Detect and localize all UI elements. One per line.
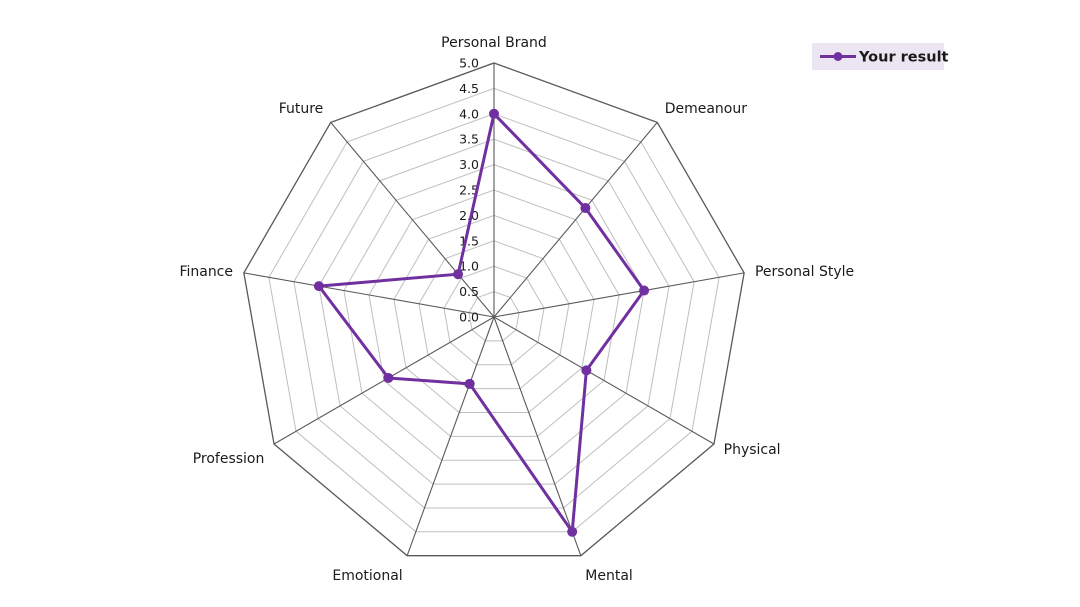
legend: Your result <box>812 43 949 70</box>
category-label: Emotional <box>332 568 402 584</box>
tick-label: 4.5 <box>459 81 479 96</box>
series-point <box>567 526 578 537</box>
series-point <box>464 378 475 389</box>
tick-label: 4.0 <box>459 106 479 121</box>
category-label: Demeanour <box>665 101 748 117</box>
series-point <box>580 203 591 214</box>
series-layer <box>313 108 650 537</box>
category-label: Finance <box>179 264 233 280</box>
tick-label: 0.0 <box>459 310 479 325</box>
series-point <box>313 281 324 292</box>
category-label: Physical <box>724 442 781 458</box>
grid-ring <box>293 113 695 509</box>
tick-label: 2.5 <box>459 183 479 198</box>
axis-spoke <box>493 316 715 445</box>
series-point <box>581 365 592 376</box>
radar-spokes <box>243 63 745 556</box>
radar-grid <box>243 62 745 557</box>
tick-label: 0.5 <box>459 284 479 299</box>
category-label: Profession <box>193 451 265 467</box>
grid-ring <box>318 138 670 485</box>
series-point <box>489 108 499 119</box>
axis-spoke <box>493 122 658 318</box>
series-line <box>317 112 646 534</box>
axis-spoke <box>273 316 495 445</box>
axis-spoke <box>493 272 745 318</box>
axis-spoke <box>330 122 495 318</box>
grid-ring <box>468 291 520 342</box>
category-label: Personal Style <box>755 264 854 280</box>
category-label: Personal Brand <box>441 35 547 51</box>
grid-ring <box>418 240 570 390</box>
legend-series-label: Your result <box>858 50 949 66</box>
grid-ring <box>343 164 645 461</box>
axis-spoke <box>406 316 495 556</box>
grid-ring <box>368 189 620 437</box>
category-label: Mental <box>585 568 633 584</box>
axis-spoke <box>243 272 495 318</box>
category-labels: Personal Brand Demeanour Personal Style Phy… <box>179 35 854 584</box>
grid-ring-outer <box>243 62 745 557</box>
grid-ring <box>393 214 595 413</box>
tick-label: 2.0 <box>459 208 479 223</box>
tick-label: 5.0 <box>459 56 479 71</box>
tick-label: 1.5 <box>459 233 479 248</box>
legend-series-marker <box>833 52 843 61</box>
grid-ring <box>268 87 720 533</box>
series-point <box>453 269 464 280</box>
series-point <box>639 285 650 296</box>
grid-ring <box>443 265 545 366</box>
tick-label: 3.0 <box>459 157 479 172</box>
tick-label: 1.0 <box>459 259 479 274</box>
series-point <box>383 372 394 383</box>
radial-tick-labels: 0.0 0.5 1.0 1.5 2.0 2.5 3.0 3.5 4.0 4.5 5.0 <box>459 56 479 325</box>
tick-label: 3.5 <box>459 132 479 147</box>
axis-spoke <box>493 316 582 556</box>
category-label: Future <box>279 101 324 117</box>
